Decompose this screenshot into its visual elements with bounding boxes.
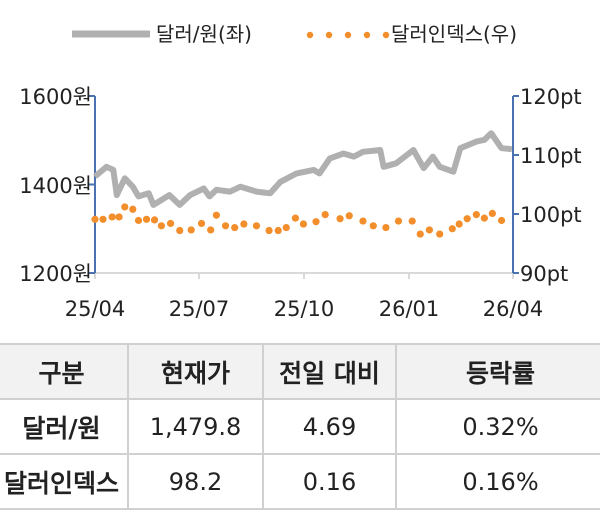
header-change: 전일 대비 bbox=[262, 343, 397, 400]
legend-label-dxy: 달러인덱스(우) bbox=[391, 22, 517, 46]
x-tick: 26/01 bbox=[379, 297, 440, 321]
series-point-dxy bbox=[166, 219, 175, 228]
series-point-dxy bbox=[345, 212, 353, 220]
series-point-dxy bbox=[187, 226, 195, 234]
x-tick: 25/07 bbox=[169, 297, 230, 321]
series-point-dxy bbox=[150, 216, 159, 224]
series-point-dxy bbox=[321, 210, 329, 219]
legend-dot bbox=[325, 31, 333, 39]
cell-current: 98.2 bbox=[127, 453, 264, 510]
series-point-dxy bbox=[455, 220, 463, 228]
series-point-dxy bbox=[394, 217, 403, 225]
series-point-dxy bbox=[463, 215, 471, 223]
series-point-dxy bbox=[121, 203, 129, 211]
cell-rate: 0.16% bbox=[395, 453, 600, 510]
series-point-dxy bbox=[231, 223, 239, 232]
series-point-dxy bbox=[91, 215, 99, 223]
series-point-dxy bbox=[129, 205, 137, 213]
header-rate: 등락률 bbox=[395, 343, 600, 400]
series-point-dxy bbox=[299, 220, 308, 228]
series-point-dxy bbox=[382, 223, 390, 232]
legend-dot bbox=[344, 31, 352, 39]
series-point-dxy bbox=[408, 217, 416, 225]
series-point-dxy bbox=[480, 214, 488, 222]
exchange-table: 구분 현재가 전일 대비 등락률 달러/원 1,479.8 4.69 0.32%… bbox=[0, 343, 600, 510]
series-point-dxy bbox=[336, 215, 344, 223]
legend-dot bbox=[306, 31, 314, 39]
series-point-dxy bbox=[108, 213, 116, 221]
series-point-dxy bbox=[274, 226, 282, 235]
series-line-krw bbox=[93, 130, 513, 208]
y-left-tick: 1400원 bbox=[19, 174, 92, 198]
series-point-dxy bbox=[448, 225, 456, 233]
series-point-dxy bbox=[472, 210, 480, 219]
series-point-dxy bbox=[142, 215, 151, 223]
table-row: 달러/원 1,479.8 4.69 0.32% bbox=[0, 398, 600, 455]
x-tick: 26/04 bbox=[483, 297, 544, 321]
x-tick: 25/10 bbox=[274, 297, 335, 321]
series-point-dxy bbox=[416, 230, 424, 238]
y-left-tick: 1200원 bbox=[19, 262, 92, 286]
series-point-dxy bbox=[197, 219, 206, 228]
y-right-tick: 120pt bbox=[520, 85, 582, 109]
series-point-dxy bbox=[176, 226, 184, 235]
legend-dots-dxy bbox=[306, 31, 390, 39]
series-point-dxy bbox=[488, 209, 496, 218]
legend-label-krw: 달러/원(좌) bbox=[156, 22, 252, 46]
series-point-dxy bbox=[212, 211, 220, 219]
y-right-tick: 90pt bbox=[520, 262, 568, 286]
row-label: 달러인덱스 bbox=[0, 453, 129, 510]
x-tick: 25/04 bbox=[65, 297, 126, 321]
legend-dot bbox=[363, 31, 371, 39]
y-right-tick: 110pt bbox=[520, 144, 582, 168]
series-point-dxy bbox=[369, 222, 377, 230]
series-point-dxy bbox=[282, 223, 290, 232]
series-point-dxy bbox=[359, 217, 367, 225]
cell-current: 1,479.8 bbox=[127, 398, 264, 455]
series-point-dxy bbox=[221, 222, 230, 230]
series-point-dxy bbox=[291, 214, 300, 222]
series-point-dxy bbox=[312, 218, 320, 226]
series-point-dxy bbox=[252, 222, 261, 230]
legend-dot bbox=[382, 31, 390, 39]
series-point-dxy bbox=[436, 230, 444, 238]
header-category: 구분 bbox=[0, 343, 129, 400]
series-point-dxy bbox=[265, 226, 273, 235]
series-point-dxy bbox=[115, 213, 123, 221]
header-current: 현재가 bbox=[127, 343, 264, 400]
cell-rate: 0.32% bbox=[395, 398, 600, 455]
series-point-dxy bbox=[497, 216, 506, 225]
series-point-dxy bbox=[134, 216, 143, 225]
exchange-rate-chart: 달러/원(좌) 달러인덱스(우) 1600원 1400원 1200원 120pt… bbox=[19, 22, 582, 321]
table-row: 달러인덱스 98.2 0.16 0.16% bbox=[0, 453, 600, 510]
y-left-tick: 1600원 bbox=[19, 85, 92, 109]
series-point-dxy bbox=[425, 226, 433, 234]
cell-change: 4.69 bbox=[262, 398, 397, 455]
legend: 달러/원(좌) 달러인덱스(우) bbox=[72, 22, 517, 46]
y-right-tick: 100pt bbox=[520, 203, 582, 227]
series-point-dxy bbox=[99, 215, 107, 223]
cell-change: 0.16 bbox=[262, 453, 397, 510]
table-header-row: 구분 현재가 전일 대비 등락률 bbox=[0, 343, 600, 400]
row-label: 달러/원 bbox=[0, 398, 129, 455]
series-point-dxy bbox=[157, 222, 166, 230]
series-point-dxy bbox=[240, 220, 248, 228]
series-point-dxy bbox=[207, 226, 215, 234]
